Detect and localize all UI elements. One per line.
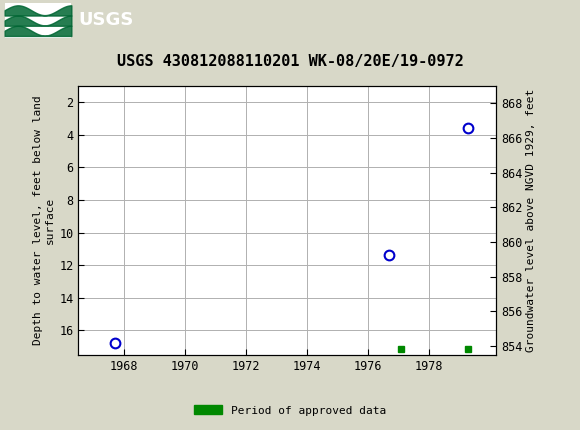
Text: USGS 430812088110201 WK-08/20E/19-0972: USGS 430812088110201 WK-08/20E/19-0972 xyxy=(117,54,463,69)
Text: USGS: USGS xyxy=(78,12,133,29)
Legend: Period of approved data: Period of approved data xyxy=(190,401,390,420)
Y-axis label: Groundwater level above NGVD 1929, feet: Groundwater level above NGVD 1929, feet xyxy=(526,89,537,352)
Y-axis label: Depth to water level, feet below land
surface: Depth to water level, feet below land su… xyxy=(32,95,55,345)
FancyBboxPatch shape xyxy=(5,3,71,37)
